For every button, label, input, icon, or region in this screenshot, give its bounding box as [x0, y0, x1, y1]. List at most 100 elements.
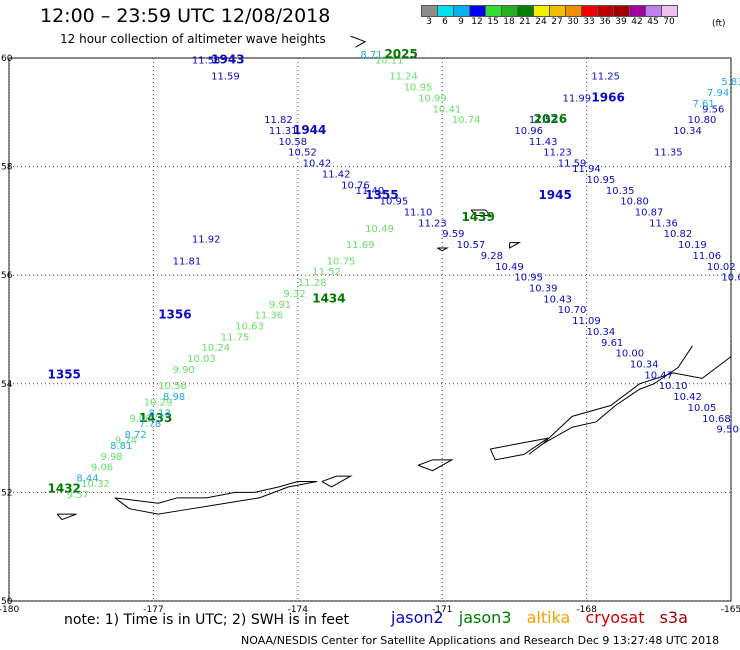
y-tick-label: 58	[1, 163, 13, 173]
color-scale-unit: (ft)	[712, 19, 726, 29]
color-scale-swatch: 24	[533, 5, 550, 27]
swh-label: 11.52	[312, 267, 341, 278]
swh-label: 10.49	[495, 262, 524, 273]
swh-label: 10.96	[514, 126, 543, 137]
swh-label: 11.28	[298, 278, 327, 289]
coastline-alaska-peninsula	[528, 340, 732, 455]
swh-label: 11.59	[211, 72, 240, 83]
swh-label: 9.32	[283, 289, 305, 300]
swh-label: 9.98	[100, 452, 122, 463]
color-scale-swatch: 39	[613, 5, 630, 27]
swh-label: 11.24	[389, 72, 418, 83]
swh-label: 11.82	[264, 115, 293, 126]
swh-label: 11.53	[192, 55, 221, 66]
swh-label: 11.36	[254, 311, 283, 322]
swh-label: 10.82	[664, 229, 693, 240]
swh-label: 11.25	[591, 72, 620, 83]
pass-time-label: 1355	[48, 367, 81, 381]
x-tick-label: -168	[576, 605, 597, 615]
x-tick-label: -174	[288, 605, 309, 615]
y-tick-label: 52	[1, 488, 12, 498]
pass-time-label: 1945	[538, 188, 571, 202]
swh-label: 10.52	[288, 148, 317, 159]
coastline-islet	[437, 247, 449, 252]
pass-time-label: 1434	[312, 291, 345, 305]
swh-label: 8.13	[149, 408, 171, 419]
color-scale-swatch: 70	[661, 5, 678, 27]
swh-label: 10.34	[630, 360, 659, 371]
swh-label: 8.71	[360, 50, 382, 61]
swh-label: 9.61	[601, 338, 623, 349]
swh-label: 11.59	[558, 159, 587, 170]
swh-label: 10.10	[659, 381, 688, 392]
swh-label: 10.43	[543, 294, 572, 305]
swh-label: 10.56	[158, 381, 187, 392]
pass-time-label: 1356	[158, 308, 191, 322]
swh-label: 11.43	[529, 137, 558, 148]
x-tick-label: -177	[143, 605, 163, 615]
swh-label: 10.60	[721, 273, 740, 284]
swh-label: 10.58	[279, 137, 308, 148]
legend-jason2: jason2	[391, 608, 444, 627]
swh-label: 10.42	[303, 159, 332, 170]
swh-label: 10.95	[380, 197, 409, 208]
swh-label: 10.63	[235, 322, 264, 333]
legend-jason3: jason3	[458, 608, 512, 627]
swh-label: 9.74	[115, 436, 137, 447]
swh-label: 10.80	[620, 197, 649, 208]
color-scale: 3 6 9 12 15 18 21 24 27 30 33 36 39 42 45 70	[421, 5, 678, 27]
credit-line: NOAA/NESDIS Center for Satellite Applica…	[241, 634, 720, 647]
coastline-islands-of-four-mountains	[417, 459, 454, 472]
pass-time-label: 2025	[384, 47, 417, 61]
swh-label: 10.34	[673, 126, 702, 137]
swh-label: 10.95	[404, 83, 433, 94]
swh-label: 9.08	[129, 414, 151, 425]
swh-label: 11.42	[322, 169, 351, 180]
chart-subtitle: 12 hour collection of altimeter wave hei…	[60, 32, 326, 46]
swh-label: 9.57	[67, 490, 89, 501]
color-scale-swatch: 6	[437, 5, 454, 27]
pass-time-label: 1439	[461, 210, 494, 224]
swh-label: 9.28	[481, 251, 503, 262]
chart-title: 12:00 – 23:59 UTC 12/08/2018	[40, 5, 331, 27]
swh-label: 5.83	[721, 77, 740, 88]
swh-label: 7.61	[692, 99, 714, 110]
swh-label: 10.34	[587, 327, 616, 338]
swh-label: 10.02	[707, 262, 736, 273]
swh-label: 7.78	[139, 419, 161, 430]
swh-label: 10.03	[187, 354, 216, 365]
swh-label: 10.41	[433, 104, 462, 115]
swh-label: 10.19	[678, 240, 707, 251]
swh-label: 10.47	[644, 370, 673, 381]
swh-label: 8.98	[163, 392, 185, 403]
swh-label: 9.59	[442, 229, 464, 240]
swh-label: 10.35	[606, 186, 635, 197]
coastline-pribilof-st-george	[509, 242, 522, 249]
note-text: note: 1) Time is in UTC; 2) SWH is in fe…	[64, 612, 350, 628]
swh-label: 10.24	[202, 343, 231, 354]
swh-label: 11.10	[404, 207, 433, 218]
pass-time-label: 1355	[365, 188, 398, 202]
swh-label: 10.75	[327, 256, 356, 267]
swh-label: 10.29	[144, 398, 173, 409]
swh-label: 7.94	[707, 88, 729, 99]
swh-label: 9.90	[173, 365, 195, 376]
swh-label: 10.95	[514, 273, 543, 284]
swh-label: 10.49	[365, 224, 394, 235]
pass-time-label: 1966	[591, 90, 624, 104]
swh-label: 11.09	[572, 316, 601, 327]
swh-label: 10.99	[418, 93, 447, 104]
satellite-legend: jason2 jason3 altika cryosat s3a	[391, 608, 698, 627]
legend-altika: altika	[526, 608, 571, 627]
swh-label: 11.23	[543, 148, 572, 159]
x-tick-label: -165	[721, 605, 740, 615]
swh-label: 9.91	[269, 300, 291, 311]
y-tick-label: 50	[1, 597, 13, 607]
swh-label: 11.94	[572, 164, 601, 175]
pass-time-label: 2026	[534, 112, 567, 126]
swh-label: 11.53	[529, 115, 558, 126]
coastline-umnak-island	[489, 437, 549, 461]
pass-time-label: 1433	[139, 411, 172, 425]
swh-label: 10.42	[673, 392, 702, 403]
swh-label: 10.05	[688, 403, 717, 414]
